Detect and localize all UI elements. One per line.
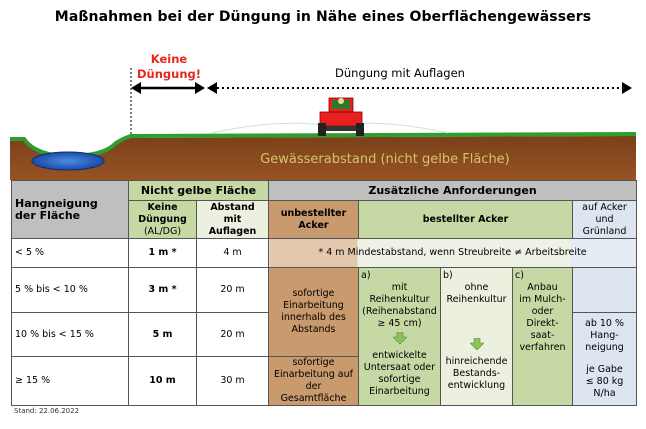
unbestellt-cell-b: sofortige Einarbeitung auf der Gesamtflä… xyxy=(268,356,359,406)
gruenland-gabe-line-1: je Gabe xyxy=(586,364,623,375)
keine-line-3: (AL/DG) xyxy=(143,225,182,237)
option-c-line-1: Anbau xyxy=(527,282,558,293)
down-arrow-icon xyxy=(469,338,484,350)
row-abstand-4: 30 m xyxy=(196,356,269,406)
option-a-cell: a) mit Reihenkultur (Reihenabstand ≥ 45 … xyxy=(358,267,441,406)
page-title: Maßnahmen bei der Düngung in Nähe eines … xyxy=(54,9,592,25)
row-label-2: 5 % bis < 10 % xyxy=(11,267,129,313)
unbestellt-line-1: unbestellter xyxy=(280,207,347,219)
option-a-top-1: mit xyxy=(391,282,408,293)
hangneigung-line-1: Hangneigung xyxy=(15,196,98,210)
col-gruenland: auf Acker und Grünland xyxy=(571,200,638,239)
option-b-bottom-1: hinreichende xyxy=(445,356,508,367)
mindestabstand-cell: * 4 m Mindestabstand, wenn Streubreite ≠… xyxy=(267,238,638,268)
keine-line-2: Düngung xyxy=(138,213,187,225)
option-b-label: b) xyxy=(443,270,453,281)
gruenland-10-line-1: ab 10 % xyxy=(585,318,625,329)
row-label-3: 10 % bis < 15 % xyxy=(11,312,129,357)
option-c-cell: c) Anbau im Mulch- oder Direkt- saat- ve… xyxy=(512,267,573,406)
row-keine-4: 10 m xyxy=(128,356,197,406)
col-keine: Keine Düngung (AL/DG) xyxy=(128,200,197,239)
gruenland-gabe-line-3: N/ha xyxy=(593,388,616,399)
option-a-bottom-3: sofortige xyxy=(378,374,421,385)
gruenland-cell-empty xyxy=(571,267,638,313)
unbestellt-a-line-2: Einarbeitung xyxy=(283,300,344,311)
keine-duengung-line-1: Keine xyxy=(150,52,188,66)
option-b-bottom-3: entwicklung xyxy=(447,380,506,391)
option-a-bottom-4: Einarbeitung xyxy=(369,386,430,397)
option-a-label: a) xyxy=(361,270,371,281)
unbestellt-a-line-4: Abstands xyxy=(291,324,336,335)
unbestellt-cell-a: sofortige Einarbeitung innerhalb des Abs… xyxy=(268,267,359,357)
gruenland-gabe-line-2: ≤ 80 kg xyxy=(585,376,624,387)
option-a-bottom-2: Untersaat oder xyxy=(363,362,436,373)
gruenland-10-line-2: Hang- xyxy=(590,330,619,341)
option-a-top-4: ≥ 45 cm) xyxy=(377,318,422,329)
col-bestellt: bestellter Acker xyxy=(358,200,573,239)
keine-duengung-line-2: Düngung! xyxy=(136,67,201,81)
group-zusatz: Zusätzliche Anforderungen xyxy=(267,180,638,201)
gewaesserabstand-label: Gewässerabstand (nicht gelbe Fläche) xyxy=(260,152,510,167)
gruenland-line-3: Grünland xyxy=(582,225,627,237)
option-a-top-2: Reihenkultur xyxy=(369,294,430,305)
option-b-bottom-2: Bestands- xyxy=(452,368,501,379)
grass-line xyxy=(10,132,637,159)
option-a-bottom-1: entwickelte xyxy=(372,350,427,361)
option-a-top-3: (Reihenabstand xyxy=(362,306,437,317)
option-c-line-6: verfahren xyxy=(519,342,566,353)
keine-duengung-label: Keine Düngung! xyxy=(130,52,208,82)
tractor-icon xyxy=(211,97,449,136)
mit-auflagen-label: Düngung mit Auflagen xyxy=(335,66,465,80)
unbestellt-b-line-3: der Gesamtfläche xyxy=(280,381,347,404)
col-abstand: Abstand mit Auflagen xyxy=(196,200,269,239)
unbestellt-b-line-1: sofortige xyxy=(292,357,335,369)
mit-auflagen-arrow xyxy=(207,82,632,94)
option-b-top-1: ohne xyxy=(464,282,489,293)
row-abstand-1: 4 m xyxy=(196,238,269,268)
keine-duengung-arrow xyxy=(131,82,205,94)
option-b-cell: b) ohne Reihenkultur hinreichende Bestan… xyxy=(440,267,513,406)
abstand-line-2: Auflagen xyxy=(208,225,257,237)
col-hangneigung: Hangneigung der Fläche xyxy=(11,180,129,239)
option-c-label: c) xyxy=(515,270,524,281)
gruenland-10-line-3: neigung xyxy=(585,342,624,353)
hangneigung-line-2: der Fläche xyxy=(15,208,81,222)
down-arrow-icon xyxy=(392,332,407,344)
abstand-line-1: Abstand mit xyxy=(210,201,255,225)
row-label-1: < 5 % xyxy=(11,238,129,268)
option-c-line-5: saat- xyxy=(530,330,555,341)
keine-line-1: Keine xyxy=(147,201,178,213)
requirements-table: Hangneigung der Fläche Nicht gelbe Fläch… xyxy=(11,180,638,406)
unbestellt-b-line-2: Einarbeitung auf xyxy=(274,369,353,380)
gruenland-line-1: auf Acker xyxy=(582,201,627,213)
field-illustration xyxy=(10,68,637,180)
option-b-top-2: Reihenkultur xyxy=(446,294,507,305)
unbestellt-line-2: Acker xyxy=(298,219,329,231)
gruenland-cell-rule: ab 10 % Hang- neigung je Gabe ≤ 80 kg N/… xyxy=(571,312,638,406)
unbestellt-a-line-1: sofortige xyxy=(292,288,335,299)
row-abstand-2: 20 m xyxy=(196,267,269,313)
row-keine-2: 3 m * xyxy=(128,267,197,313)
unbestellt-a-line-3: innerhalb des xyxy=(281,312,346,323)
option-c-line-3: oder xyxy=(531,306,554,317)
row-keine-3: 5 m xyxy=(128,312,197,357)
col-unbestellt: unbestellter Acker xyxy=(268,200,359,239)
option-c-line-2: im Mulch- xyxy=(519,294,566,305)
row-keine-1: 1 m * xyxy=(128,238,197,268)
row-label-4: ≥ 15 % xyxy=(11,356,129,406)
group-nicht-gelb: Nicht gelbe Fläche xyxy=(128,180,269,201)
option-c-line-4: Direkt- xyxy=(526,318,559,329)
water-body xyxy=(31,151,105,171)
mindestabstand-note: * 4 m Mindestabstand, wenn Streubreite ≠… xyxy=(318,247,587,258)
gruenland-line-2: und xyxy=(595,213,614,225)
stand-date: Stand: 22.06.2022 xyxy=(14,407,80,415)
row-abstand-3: 20 m xyxy=(196,312,269,357)
